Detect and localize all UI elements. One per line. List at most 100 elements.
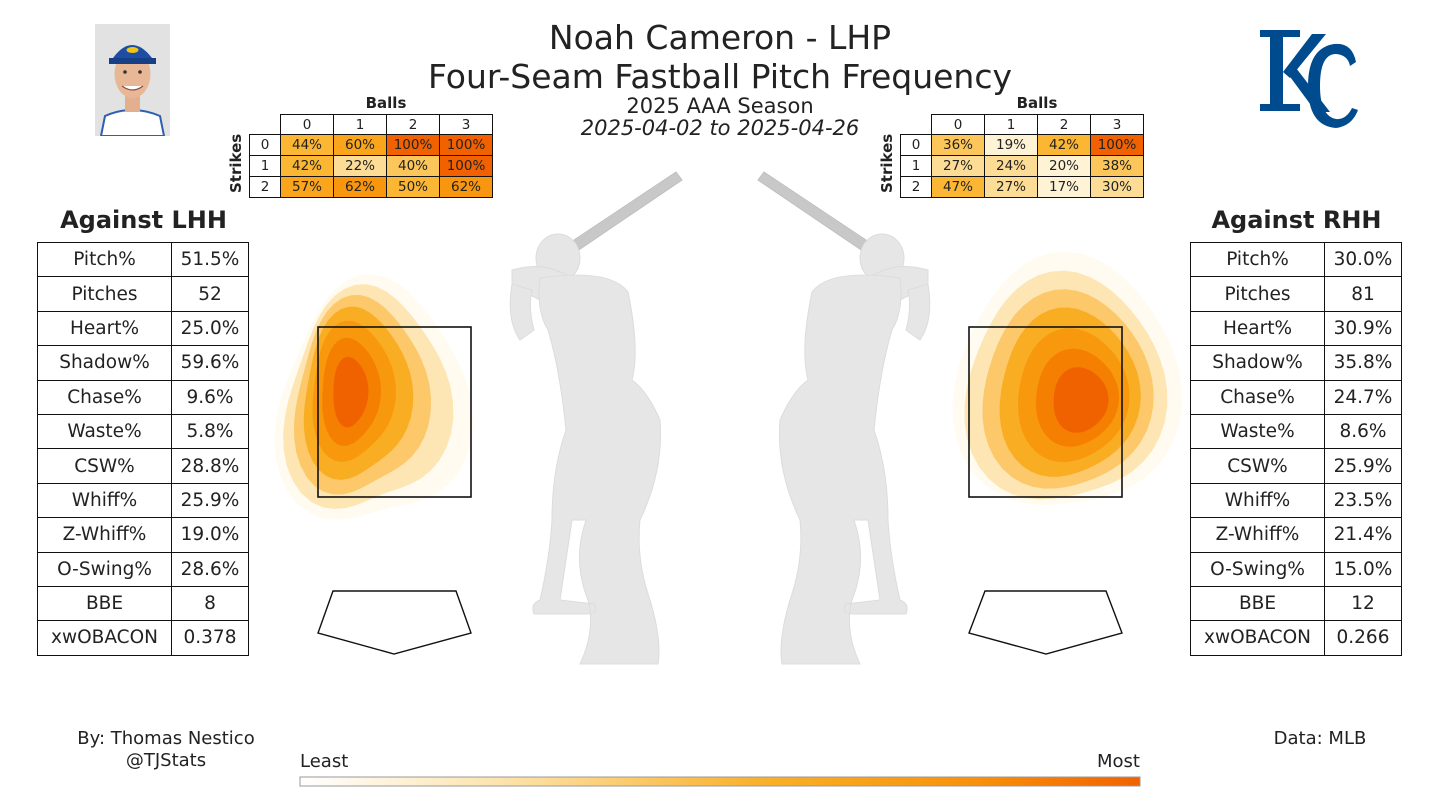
count-cell: 20% [1037,155,1091,177]
stat-value: 24.7% [1324,379,1402,415]
stat-label: Waste% [1190,413,1325,450]
stats-row: xwOBACON 0.378 [37,620,249,656]
pitcher-title: Noah Cameron - LHP [548,18,892,57]
date-range-subtitle: 2025-04-02 to 2025-04-26 [580,116,860,140]
stats-row: BBE 12 [1190,585,1402,622]
count-grid: 0 1 2 3 0 36% 19% 42% 100% 1 27% 24% 20% 38% 2 47% 27% 17… [900,114,1144,198]
colorbar-min-label: Least [300,751,349,772]
stats-row: Heart% 25.0% [37,310,249,347]
stats-row: CSW% 25.9% [1190,448,1402,484]
count-cell: 42% [1037,134,1091,156]
stats-row: Shadow% 59.6% [37,345,249,381]
stat-label: O-Swing% [1190,551,1325,587]
stat-value: 25.9% [1324,448,1402,484]
home-plate-rhh [968,590,1123,655]
stat-label: O-Swing% [37,551,172,587]
stat-value: 25.9% [171,482,249,519]
count-cell: 27% [984,176,1038,198]
stat-label: xwOBACON [1190,620,1325,656]
density-contour [1053,367,1109,433]
stat-value: 15.0% [1324,551,1402,587]
stat-value: 21.4% [1324,517,1402,553]
stats-row: Shadow% 35.8% [1190,345,1402,381]
count-cell: 100% [439,155,493,177]
data-source: Data: MLB [1273,728,1367,749]
count-table-lhh: Balls Strikes 0 1 2 3 0 44% 60% 100% 100% 1 42% 22%… [222,94,497,204]
count-cell: 47% [931,176,985,198]
stat-value: 0.378 [171,620,249,656]
stats-table-rhh: Pitch% 30.0% Pitches 81 Heart% 30.9% Shadow% 35… [1190,241,1402,656]
count-cell: 100% [386,134,440,156]
count-cell: 60% [333,134,387,156]
count-cell: 44% [280,134,334,156]
home-plate-lhh [317,590,472,655]
stat-label: Shadow% [37,345,172,381]
count-cell: 30% [1090,176,1144,198]
strike-zone-lhh [317,326,472,498]
stat-value: 25.0% [171,310,249,347]
stat-value: 81 [1324,276,1402,312]
count-cell: 22% [333,155,387,177]
batter-silhouette-right [757,171,931,665]
stat-value: 59.6% [171,345,249,381]
season-subtitle: 2025 AAA Season [626,94,814,118]
stat-label: Chase% [1190,379,1325,415]
stat-value: 30.9% [1324,310,1402,347]
count-cell: 57% [280,176,334,198]
author-credit: By: Thomas Nestico @TJStats [60,728,272,772]
stats-row: xwOBACON 0.266 [1190,620,1402,656]
stat-label: Heart% [37,310,172,347]
count-cell: 36% [931,134,985,156]
stat-value: 30.0% [1324,241,1402,278]
stats-row: Chase% 9.6% [37,379,249,415]
count-cell: 100% [439,134,493,156]
count-grid: 0 1 2 3 0 44% 60% 100% 100% 1 42% 22% 40% 100% 2 57% 62%… [249,114,493,198]
stat-value: 0.266 [1324,620,1402,656]
stat-value: 35.8% [1324,345,1402,381]
stat-label: xwOBACON [37,620,172,656]
stat-label: Whiff% [37,482,172,519]
stats-table-lhh: Pitch% 51.5% Pitches 52 Heart% 25.0% Shadow% 59… [37,241,249,656]
author-name: By: Thomas Nestico [77,728,255,749]
count-cell: 100% [1090,134,1144,156]
pitch-type-title: Four-Seam Fastball Pitch Frequency [428,57,1012,96]
stat-label: Shadow% [1190,345,1325,381]
stat-value: 12 [1324,585,1402,622]
count-cell: 50% [386,176,440,198]
strikes-row-header: 2 [249,176,281,198]
stat-label: Pitches [37,276,172,312]
stat-label: Chase% [37,379,172,415]
balls-header: Balls [1016,94,1058,112]
stat-label: BBE [1190,585,1325,622]
density-contour [333,356,369,428]
count-cell: 27% [931,155,985,177]
stats-row: O-Swing% 15.0% [1190,551,1402,587]
colorbar-max-label: Most [1097,751,1140,772]
stats-row: CSW% 28.8% [37,448,249,484]
stats-row: Whiff% 25.9% [37,482,249,519]
stat-label: Pitches [1190,276,1325,312]
author-handle: @TJStats [125,750,207,771]
heatmap-rhh [952,251,1183,505]
strike-zone-rhh [968,326,1123,498]
count-cell: 17% [1037,176,1091,198]
stats-row: Pitches 52 [37,276,249,312]
count-cell: 62% [439,176,493,198]
stat-label: Pitch% [1190,241,1325,278]
count-table-rhh: Balls Strikes 0 1 2 3 0 36% 19% 42% 100% 1 27% 24% 2… [873,94,1148,204]
stats-row: Pitches 81 [1190,276,1402,312]
stats-row: Chase% 24.7% [1190,379,1402,415]
stats-row: BBE 8 [37,585,249,622]
stat-label: Waste% [37,413,172,450]
stats-row: Z-Whiff% 21.4% [1190,517,1402,553]
batter-silhouette-left [509,171,683,665]
count-cell: 38% [1090,155,1144,177]
stat-label: Z-Whiff% [1190,517,1325,553]
stat-value: 28.8% [171,448,249,484]
team-logo [1252,22,1364,137]
stat-value: 23.5% [1324,482,1402,519]
balls-header: Balls [365,94,407,112]
rhh-title: Against RHH [1211,206,1382,234]
heatmap-lhh [274,274,473,520]
stats-row: Pitch% 30.0% [1190,241,1402,278]
